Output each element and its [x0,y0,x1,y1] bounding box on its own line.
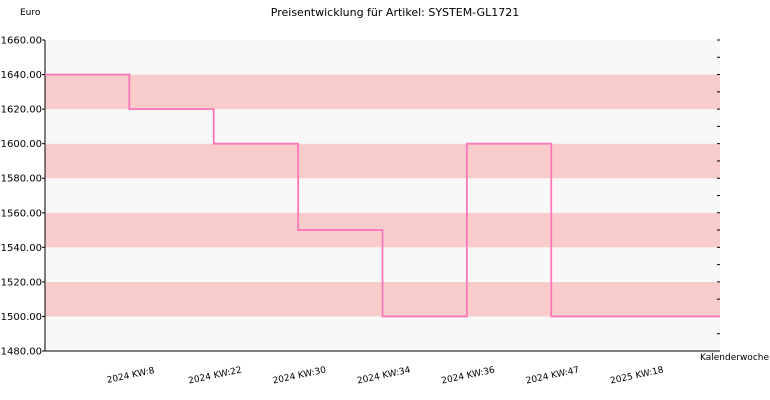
y-tick-labels: 1480.00 1500.00 1520.00 1540.00 1560.00 1580.… [1,36,720,358]
y-tick-label: 1600.00 [1,139,42,150]
y-tick-label: 1640.00 [1,70,42,81]
x-axis-label: Kalenderwoche [700,353,769,363]
band-4 [45,178,720,213]
x-tick-label: 2024 KW:30 [272,365,327,386]
y-tick-label: 1500.00 [1,312,42,323]
band-0 [45,316,720,351]
x-tick-label: 2024 KW:36 [441,365,496,386]
y-axis-label: Euro [20,8,41,18]
y-tick-label: 1580.00 [1,174,42,185]
chart-title: Preisentwicklung für Artikel: SYSTEM-GL1… [271,6,519,19]
y-tick-label: 1520.00 [1,277,42,288]
x-tick-label: 2024 KW:22 [188,366,243,387]
x-tick-label: 2025 KW:18 [609,365,664,386]
series [45,73,720,318]
background-bands [45,40,720,351]
x-tick-label: 2024 KW:8 [106,366,156,386]
x-tick-label: 2024 KW:47 [525,366,580,387]
y-tick-label: 1660.00 [1,36,42,47]
y-tick-label: 1540.00 [1,243,42,254]
y-tick-label: 1480.00 [1,347,42,358]
band-5 [45,143,720,179]
band-6 [45,109,720,144]
x-tick-labels: 2024 KW:8 2024 KW:22 2024 KW:30 2024 KW:34 2… [106,365,665,386]
y-tick-label: 1620.00 [1,105,42,116]
band-8 [45,40,720,75]
x-tick-label: 2024 KW:34 [356,365,411,386]
y-tick-label: 1560.00 [1,208,42,219]
band-7 [45,74,720,110]
axes [44,40,720,352]
